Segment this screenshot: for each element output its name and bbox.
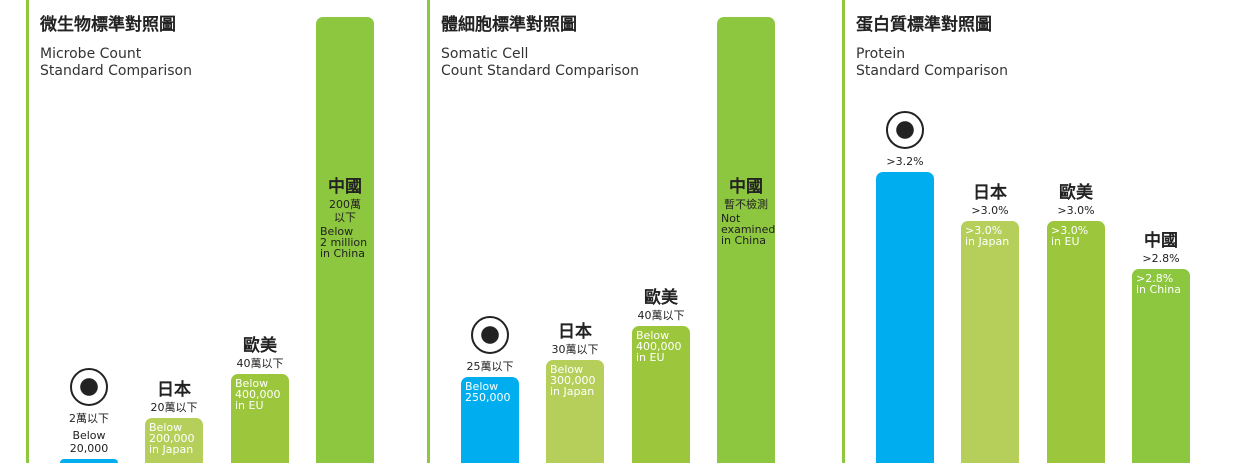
bar-header: >3.2% — [876, 111, 934, 168]
category-label: 歐美 — [644, 287, 678, 308]
logo-icon — [70, 367, 108, 406]
chart-subtitle: Protein Standard Comparison — [856, 46, 1008, 79]
bar: 中國 200萬 以下 Below 2 million in China — [316, 17, 374, 463]
value-label: 暫不檢測 — [724, 198, 768, 211]
bar: Below 400,000 in EU — [632, 325, 690, 463]
category-label: 歐美 — [1059, 182, 1093, 203]
value-label: >3.0% — [971, 203, 1009, 217]
bar-note: Below 400,000 in EU — [235, 376, 281, 412]
value-label: 20萬以下 — [150, 401, 198, 415]
category-label: 日本 — [558, 322, 592, 343]
bar — [60, 458, 118, 463]
bar-note: >3.0% in Japan — [965, 223, 1010, 248]
category-label: 中國 — [328, 177, 362, 197]
bar-header: 25萬以下 — [461, 316, 519, 373]
bar-note: >3.0% in EU — [1051, 223, 1089, 248]
bar-note: Not examined in China — [721, 212, 776, 247]
chart-subtitle: Somatic Cell Count Standard Comparison — [441, 46, 639, 79]
bar-header: 歐美 40萬以下 — [231, 336, 289, 370]
bar: 中國 暫不檢測 Not examined in China — [717, 17, 775, 463]
category-label: 日本 — [157, 380, 191, 401]
bar: >3.0% in EU — [1047, 220, 1105, 463]
bar: Below 300,000 in Japan — [546, 360, 604, 463]
bar-header: 2萬以下 Below 20,000 — [60, 367, 118, 455]
bar-note: Below 300,000 in Japan — [550, 363, 596, 399]
value-label: >2.8% — [1142, 252, 1180, 266]
category-label: 中國 — [729, 177, 763, 197]
logo-icon — [471, 316, 509, 355]
bar-note: Below 2 million in China — [320, 225, 368, 260]
bar-header: 中國 暫不檢測 Not examined in China — [717, 17, 775, 246]
chart-title: 蛋白質標準對照圖 — [856, 15, 992, 35]
value-label: 30萬以下 — [551, 343, 599, 357]
bar-note: Below 20,000 — [69, 428, 109, 455]
bar: >3.0% in Japan — [961, 220, 1019, 463]
bar-header: 日本 30萬以下 — [546, 322, 604, 356]
bar-header: 中國 >2.8% — [1132, 231, 1190, 265]
bar-header: 日本 20萬以下 — [145, 380, 203, 414]
value-label: 40萬以下 — [637, 308, 685, 322]
chart-title: 體細胞標準對照圖 — [441, 15, 577, 35]
divider — [427, 0, 430, 463]
bar: Below 200,000 in Japan — [145, 418, 203, 463]
category-label: 中國 — [1144, 231, 1178, 252]
bar — [876, 172, 934, 463]
category-label: 歐美 — [243, 335, 277, 356]
bar-note: Below 400,000 in EU — [636, 328, 682, 364]
value-label: 40萬以下 — [236, 356, 284, 370]
chart-title: 微生物標準對照圖 — [40, 15, 176, 35]
bar-header: 中國 200萬 以下 Below 2 million in China — [316, 17, 374, 259]
bar-header: 歐美 >3.0% — [1047, 183, 1105, 217]
bar: >2.8% in China — [1132, 269, 1190, 463]
bar-note: >2.8% in China — [1136, 272, 1181, 297]
divider — [26, 0, 29, 463]
bar-note: Below 200,000 in Japan — [149, 421, 195, 457]
bar: Below 250,000 — [461, 377, 519, 463]
bar-note: Below 250,000 — [465, 380, 511, 405]
value-label: 25萬以下 — [466, 360, 514, 374]
bar-header: 日本 >3.0% — [961, 183, 1019, 217]
chart-subtitle: Microbe Count Standard Comparison — [40, 46, 192, 79]
category-label: 日本 — [973, 182, 1007, 203]
logo-icon — [886, 111, 924, 150]
divider — [842, 0, 845, 463]
value-label: >3.0% — [1057, 203, 1095, 217]
value-label: 200萬 以下 — [329, 198, 361, 224]
value-label: 2萬以下 — [69, 411, 109, 425]
value-label: >3.2% — [886, 155, 924, 169]
bar: Below 400,000 in EU — [231, 373, 289, 463]
bar-header: 歐美 40萬以下 — [632, 288, 690, 322]
